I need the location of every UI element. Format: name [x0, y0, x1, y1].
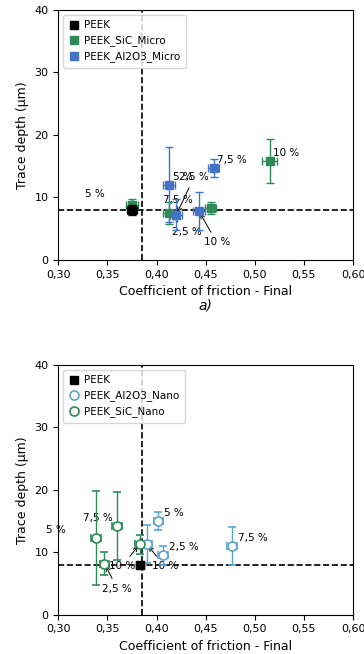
Text: 5 %: 5 % — [46, 525, 66, 535]
Text: 10 %: 10 % — [149, 547, 178, 571]
Text: 2,5 %: 2,5 % — [103, 567, 132, 594]
Legend: PEEK, PEEK_Al2O3_Nano, PEEK_SiC_Nano: PEEK, PEEK_Al2O3_Nano, PEEK_SiC_Nano — [63, 370, 185, 422]
Text: 7,5 %: 7,5 % — [238, 533, 268, 543]
Text: 7,5 %: 7,5 % — [217, 155, 247, 165]
Text: 7,5 %: 7,5 % — [163, 195, 193, 205]
X-axis label: Coefficient of friction - Final: Coefficient of friction - Final — [119, 285, 292, 298]
Text: 7,5 %: 7,5 % — [83, 513, 112, 523]
Y-axis label: Trace depth (μm): Trace depth (μm) — [16, 81, 29, 188]
Text: 2,5 %: 2,5 % — [178, 173, 209, 211]
Text: 2,5 %: 2,5 % — [172, 216, 202, 237]
Legend: PEEK, PEEK_SiC_Micro, PEEK_Al2O3_Micro: PEEK, PEEK_SiC_Micro, PEEK_Al2O3_Micro — [63, 15, 186, 67]
Text: a): a) — [199, 299, 213, 313]
Text: 5 %: 5 % — [165, 508, 184, 518]
Text: 5 %: 5 % — [85, 188, 104, 199]
Text: 10 %: 10 % — [201, 215, 230, 247]
X-axis label: Coefficient of friction - Final: Coefficient of friction - Final — [119, 640, 292, 653]
Y-axis label: Trace depth (μm): Trace depth (μm) — [16, 436, 29, 543]
Text: 10 %: 10 % — [273, 148, 300, 158]
Text: 2,5 %: 2,5 % — [169, 542, 199, 552]
Text: 5 %: 5 % — [173, 171, 193, 182]
Text: 10 %: 10 % — [108, 547, 137, 571]
